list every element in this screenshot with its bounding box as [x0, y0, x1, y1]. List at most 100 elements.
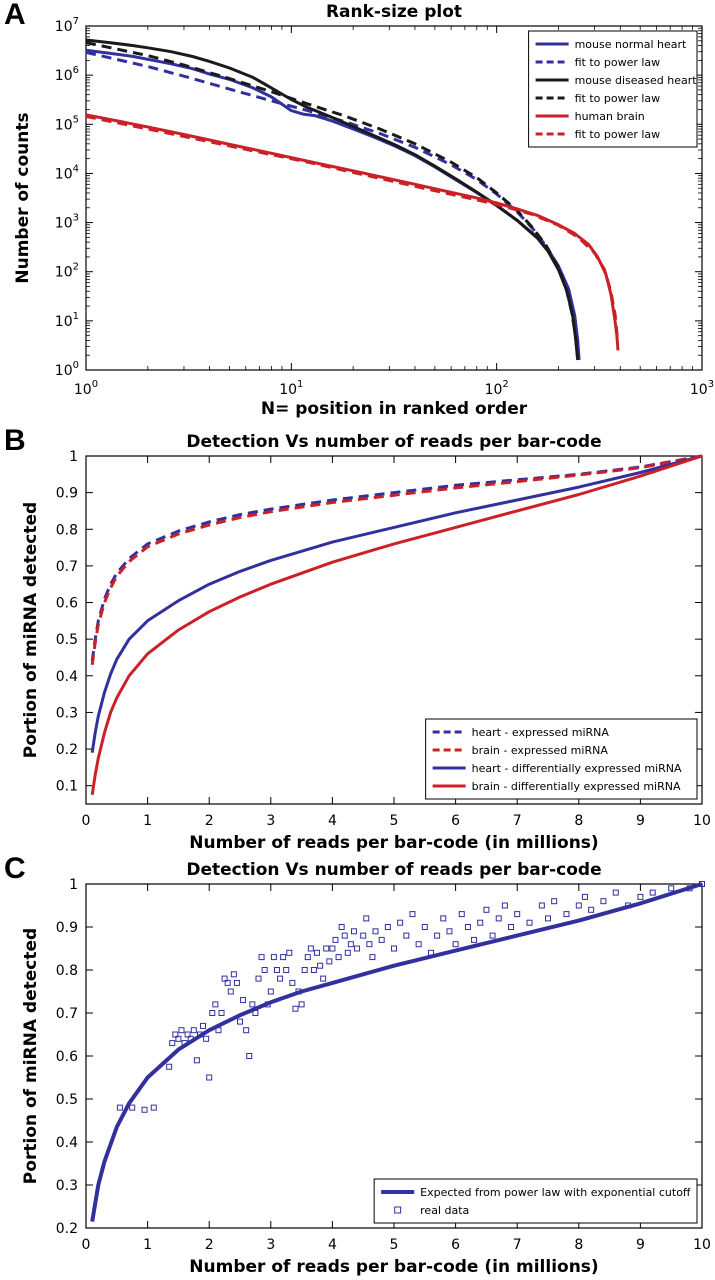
data-point [249, 1001, 256, 1008]
data-point [508, 924, 515, 930]
legend-label: heart - expressed miRNA [472, 726, 610, 739]
tick-label: 1 [69, 449, 78, 465]
legend-label: fit to power law [575, 56, 661, 69]
data-point [360, 932, 367, 939]
data-point [335, 954, 342, 961]
legend-label: mouse diseased heart [575, 74, 698, 87]
data-point [483, 906, 490, 913]
tick-label: 0.5 [56, 1092, 78, 1108]
data-point [391, 945, 397, 952]
data-point [169, 1040, 176, 1047]
data-point [295, 988, 302, 995]
data-point [551, 898, 558, 905]
data-point [637, 893, 644, 900]
data-point [326, 958, 333, 965]
data-point [181, 1040, 188, 1047]
data-point [267, 988, 274, 995]
tick-label: 0.4 [56, 669, 78, 685]
data-point [252, 1010, 259, 1016]
data-point [612, 889, 619, 896]
tick-label: 0.1 [56, 779, 78, 795]
data-point [317, 962, 324, 969]
tick-label: 0.8 [56, 522, 78, 538]
tick-label: 0.4 [56, 1135, 78, 1151]
tick-label: 103 [55, 213, 79, 232]
data-point [255, 975, 262, 982]
tick-label: 104 [55, 163, 79, 182]
legend-label: brain - differentially expressed miRNA [472, 780, 681, 793]
data-point [304, 954, 311, 961]
data-point [224, 979, 231, 986]
data-point [350, 928, 357, 935]
tick-label: 6 [451, 1237, 460, 1253]
plot-box [85, 883, 703, 1229]
tick-label: 105 [55, 114, 79, 133]
tick-label: 0 [82, 1237, 91, 1253]
tick-label: 9 [636, 1237, 645, 1253]
data-point [378, 936, 385, 943]
data-point [372, 928, 379, 935]
series-brain-differentially-expressed-miRNA [90, 454, 703, 796]
data-point [193, 1057, 200, 1064]
data-point [184, 1031, 191, 1038]
data-point [471, 936, 478, 943]
data-point [409, 911, 416, 918]
data-point [270, 954, 277, 961]
data-point [427, 949, 434, 956]
data-point [301, 967, 308, 973]
data-point [243, 1027, 250, 1034]
data-point [452, 941, 459, 948]
data-point [332, 936, 339, 943]
panel-a-letter: A [4, 0, 26, 31]
data-point [363, 915, 370, 922]
detection-chart-c: Detection Vs number of reads per bar-cod… [21, 860, 711, 1277]
data-point [415, 941, 422, 948]
data-point [545, 915, 551, 922]
legend [373, 1178, 698, 1224]
data-point [501, 902, 508, 909]
data-point [258, 954, 265, 961]
y-axis-label: Number of counts [13, 112, 33, 283]
tick-label: 0.6 [56, 596, 78, 612]
legend-label: human brain [575, 110, 645, 123]
tick-label: 10 [693, 1237, 711, 1253]
tick-label: 4 [328, 1237, 337, 1253]
tick-label: 0.8 [56, 963, 78, 979]
tick-label: 0.6 [56, 1049, 78, 1065]
data-point [588, 906, 595, 913]
tick-label: 0.2 [56, 1221, 78, 1237]
data-point [298, 1001, 305, 1008]
data-point [458, 911, 465, 918]
tick-label: 6 [451, 813, 460, 829]
data-point [292, 1005, 299, 1012]
detection-vs-reads-b: Detection Vs number of reads per bar-cod… [21, 432, 711, 853]
tick-label: 2 [205, 813, 214, 829]
data-point [421, 924, 428, 930]
data-point [273, 967, 280, 973]
data-point [434, 932, 441, 939]
tick-label: 3 [266, 813, 275, 829]
x-axis-label: Number of reads per bar-code (in million… [189, 1257, 598, 1277]
tick-label: 1 [143, 1237, 152, 1253]
tick-label: 102 [485, 379, 509, 398]
data-point [600, 898, 607, 905]
tick-label: 107 [55, 16, 79, 35]
tick-label: 100 [55, 360, 79, 379]
tick-label: 101 [279, 379, 303, 398]
data-point [246, 1053, 253, 1059]
tick-label: 101 [55, 311, 79, 330]
data-point [477, 919, 484, 926]
tick-label: 0.3 [56, 1178, 78, 1194]
data-point [341, 932, 348, 939]
data-point [261, 967, 268, 973]
tick-label: 9 [636, 813, 645, 829]
series-heart-expressed-miRNA [90, 454, 703, 662]
tick-label: 5 [390, 1237, 399, 1253]
data-point [514, 911, 521, 918]
tick-label: 10 [693, 813, 711, 829]
data-point [397, 919, 404, 926]
data-point [196, 1031, 203, 1038]
data-point [233, 979, 240, 986]
tick-label: 3 [266, 1237, 275, 1253]
tick-label: 7 [513, 813, 522, 829]
